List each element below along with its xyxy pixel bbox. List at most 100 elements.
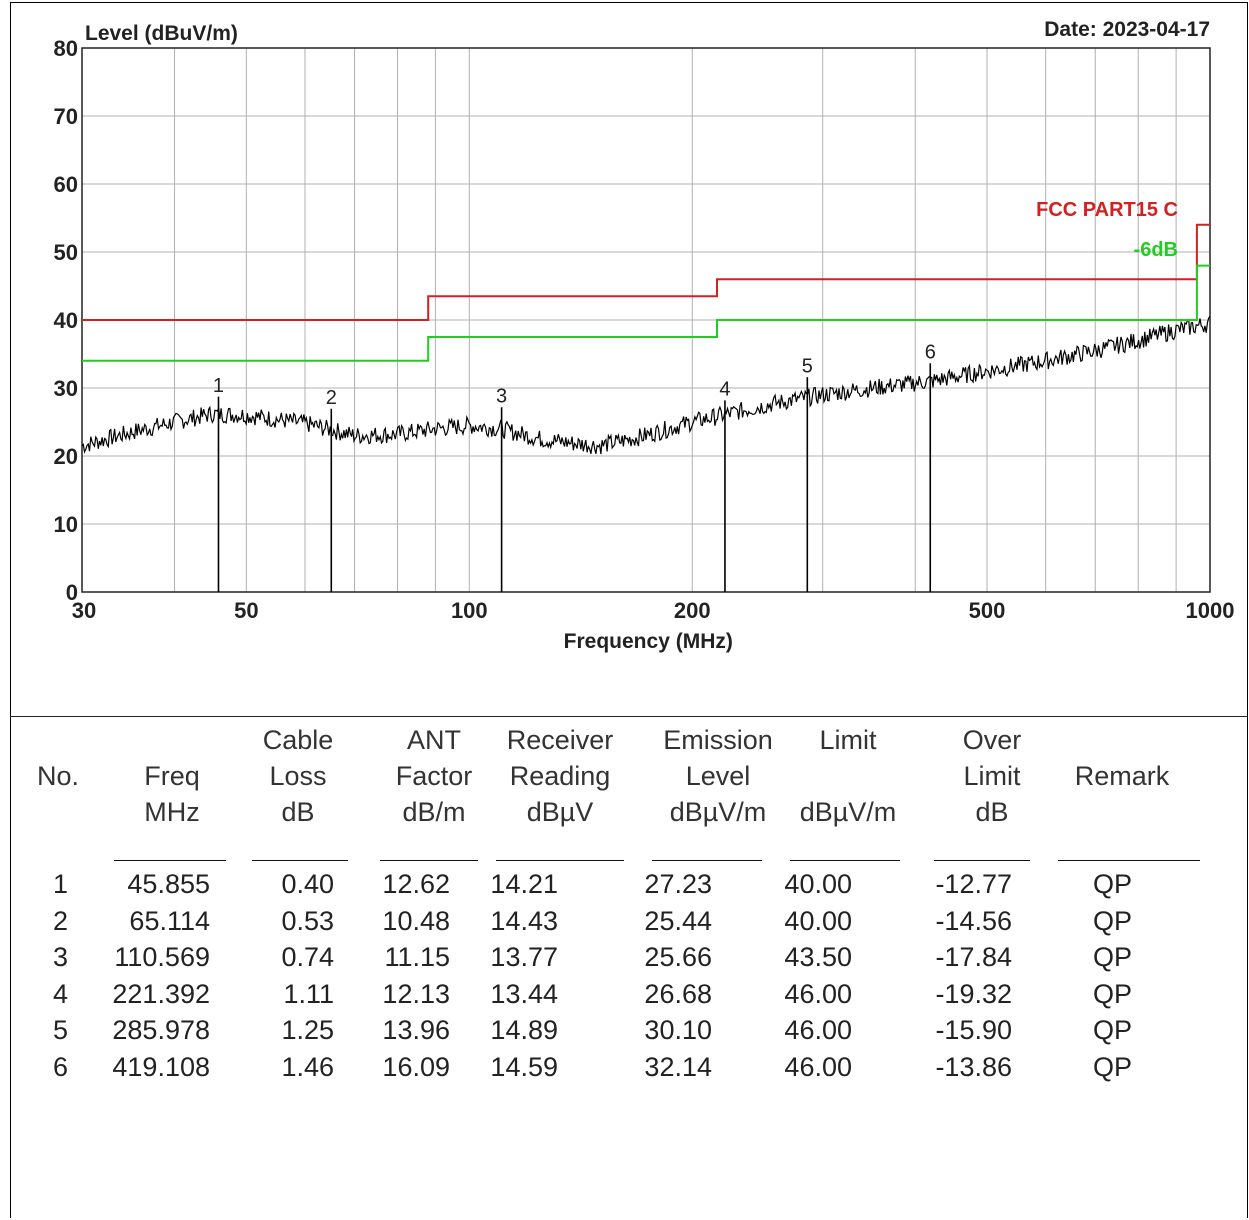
- table-cell: QP: [1092, 978, 1132, 1009]
- table-cell: 14.43: [490, 905, 558, 936]
- y-tick-label: 20: [54, 444, 78, 469]
- table-header-cell: ANT: [407, 725, 461, 755]
- table-header-cell: Limit: [963, 761, 1021, 791]
- table-header-cell: Over: [962, 725, 1022, 755]
- x-axis-title: Frequency (MHz): [564, 630, 733, 653]
- table-cell: 32.14: [644, 1051, 712, 1082]
- table-header-cell: Factor: [395, 761, 473, 791]
- y-tick-label: 70: [54, 104, 78, 129]
- header-underline: [252, 860, 348, 861]
- table-header-cell: dBµV/m: [799, 797, 897, 827]
- report-frame: [10, 2, 1248, 1218]
- table-header-cell: Emission: [663, 725, 773, 755]
- x-tick-label: 500: [969, 598, 1006, 623]
- table-header-cell: Reading: [509, 761, 611, 791]
- y-tick-label: 10: [54, 512, 78, 537]
- table-cell: 0.74: [281, 942, 334, 972]
- marker-label: 5: [802, 355, 813, 377]
- emission-chart: 0 10 20 30 40 50 60 70 80 30 50 100 200 500 1000 Level …: [54, 18, 1235, 653]
- header-underline: [496, 860, 624, 861]
- y-tick-label: 80: [54, 36, 78, 61]
- header-underline: [114, 860, 226, 861]
- y-tick-label: 60: [54, 172, 78, 197]
- marker-label: 3: [496, 386, 507, 408]
- x-tick-label: 50: [234, 598, 258, 623]
- y-tick-label: 40: [54, 308, 78, 333]
- table-header-cell: dB/m: [402, 797, 466, 827]
- table-cell: 13.77: [490, 942, 558, 972]
- y-tick-label: 0: [66, 580, 78, 605]
- table-cell: 1.46: [281, 1051, 334, 1082]
- table-header-cell: Limit: [819, 725, 877, 755]
- table-cell: 12.62: [382, 869, 450, 899]
- table-cell: 13.44: [490, 978, 558, 1009]
- x-tick-label: 100: [451, 598, 488, 623]
- x-tick-label: 1000: [1186, 598, 1235, 623]
- table-cell: 2: [52, 905, 68, 936]
- table-cell: 65.114: [129, 905, 210, 936]
- table-cell: QP: [1092, 869, 1132, 899]
- table-cell: 13.96: [382, 1015, 450, 1045]
- table-header-cell: Loss: [269, 761, 327, 791]
- table-cell: -14.56: [935, 905, 1012, 936]
- table-cell: 30.10: [644, 1015, 712, 1045]
- table-cell: 46.00: [784, 1051, 852, 1082]
- table-cell: 0.53: [281, 905, 334, 936]
- table-cell: QP: [1092, 905, 1132, 936]
- marker-label: 4: [719, 379, 730, 401]
- marker-label: 2: [326, 387, 337, 409]
- table-cell: 25.66: [644, 942, 712, 972]
- table-cell: 0.40: [281, 869, 334, 899]
- table-cell: 1: [52, 869, 68, 899]
- table-cell: 14.89: [490, 1015, 558, 1045]
- table-cell: 4: [52, 978, 68, 1009]
- header-underline: [790, 860, 900, 861]
- table-cell: 27.23: [644, 869, 712, 899]
- table-cell: -15.90: [935, 1015, 1012, 1045]
- table-cell: 14.59: [490, 1051, 558, 1082]
- table-header-cell: dB: [975, 797, 1009, 827]
- table-cell: -12.77: [935, 869, 1012, 899]
- x-tick-label: 200: [674, 598, 711, 623]
- date-label: Date: 2023-04-17: [1044, 18, 1210, 41]
- table-cell: 46.00: [784, 978, 852, 1009]
- measurement-trace: [81, 315, 1211, 455]
- table-cell: 419.108: [112, 1051, 210, 1082]
- margin-label: -6dB: [1134, 239, 1178, 261]
- table-header-cell: MHz: [144, 797, 200, 827]
- limit-line: [82, 223, 1210, 321]
- table-cell: QP: [1092, 1015, 1132, 1045]
- table-cell: 3: [52, 942, 68, 972]
- header-underline: [934, 860, 1030, 861]
- table-cell: 11.15: [384, 942, 450, 972]
- margin-line: [82, 264, 1210, 362]
- marker-label: 6: [925, 341, 936, 363]
- table-cell: -13.86: [935, 1051, 1012, 1082]
- table-cell: 26.68: [644, 978, 712, 1009]
- table-cell: 221.392: [112, 978, 210, 1009]
- table-header-cell: No.: [36, 761, 80, 791]
- header-underline: [1058, 860, 1200, 861]
- table-cell: -17.84: [935, 942, 1012, 972]
- table-cell: 43.50: [784, 942, 852, 972]
- table-cell: 12.13: [382, 978, 450, 1009]
- table-cell: 10.48: [382, 905, 450, 936]
- table-cell: 1.11: [283, 978, 334, 1009]
- table-cell: 16.09: [382, 1051, 450, 1082]
- table-cell: 46.00: [784, 1015, 852, 1045]
- table-header-cell: Remark: [1074, 761, 1170, 791]
- table-cell: 14.21: [490, 869, 558, 899]
- table-cell: 5: [52, 1015, 68, 1045]
- table-cell: 285.978: [112, 1015, 210, 1045]
- table-header-cell: Level: [685, 761, 751, 791]
- table-header-cell: Receiver: [506, 725, 614, 755]
- y-tick-label: 30: [54, 376, 78, 401]
- table-cell: 1.25: [281, 1015, 334, 1045]
- table-header-cell: Cable: [262, 725, 334, 755]
- section-divider: [10, 716, 1248, 717]
- table-header-cell: dB: [281, 797, 315, 827]
- table-header-cell: dBµV: [526, 797, 594, 827]
- marker-label: 1: [213, 375, 224, 397]
- table-cell: 110.569: [114, 942, 210, 972]
- limit-label: FCC PART15 C: [1036, 199, 1178, 221]
